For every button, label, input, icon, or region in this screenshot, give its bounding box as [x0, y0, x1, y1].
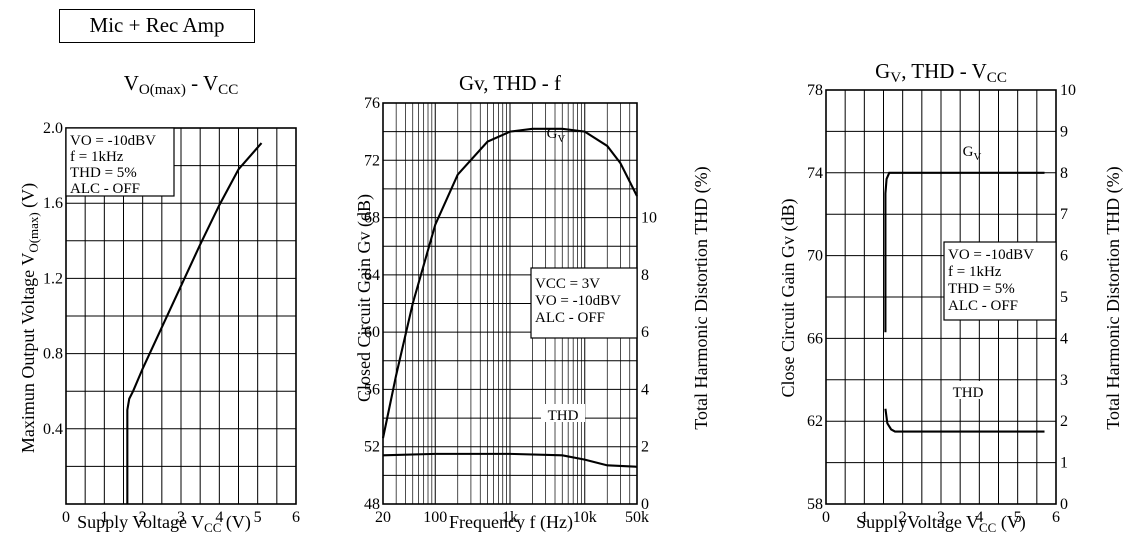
series-label-gv: GV	[963, 144, 982, 163]
y2-tick-label: 2	[641, 439, 649, 456]
y-tick-label: 48	[364, 496, 380, 513]
y-tick-label: 0.8	[43, 346, 63, 363]
x-axis-label: Frequency f (Hz)	[449, 512, 573, 533]
y-axis-label: Closed Circuit Gain Gv (dB)	[354, 194, 375, 402]
y-tick-label: 2.0	[43, 120, 63, 137]
x-tick-label: 3	[937, 509, 945, 526]
x-tick-label: 0	[62, 509, 70, 526]
x-tick-label: 20	[375, 509, 391, 526]
series-line-gv	[884, 171, 1045, 333]
y2-tick-label: 8	[641, 267, 649, 284]
series-label-gv: GV	[547, 126, 566, 145]
x-tick-label: 2	[899, 509, 907, 526]
x-axis-label: SupplyVoltage VCC (V)	[856, 512, 1026, 533]
y2-tick-label: 2	[1060, 413, 1068, 430]
x-tick-label: 10k	[573, 509, 597, 526]
x-tick-label: 1	[100, 509, 108, 526]
x-tick-label: 6	[292, 509, 300, 526]
x-tick-label: 2	[139, 509, 147, 526]
y-tick-label: 62	[807, 413, 823, 430]
y2-tick-label: 4	[1060, 330, 1068, 347]
y-tick-label: 64	[364, 267, 380, 284]
y2-tick-label: 0	[1060, 496, 1068, 513]
series-line-thd	[382, 452, 638, 468]
series-label-thd: THD	[953, 385, 984, 401]
annotation-box	[943, 241, 1057, 321]
series-label-thd: THD	[548, 408, 579, 424]
y2-tick-label: 5	[1060, 289, 1068, 306]
annotation-line: VO = -10dBV	[535, 293, 621, 309]
y-tick-label: 76	[364, 95, 380, 112]
annotation-line: VCC = 3V	[535, 276, 600, 292]
x-tick-label: 1k	[502, 509, 518, 526]
chart-title: GV, THD - VCC	[875, 59, 1007, 86]
y-tick-label: 70	[807, 248, 823, 265]
x-tick-label: 4	[215, 509, 223, 526]
annotation-box	[530, 267, 638, 339]
y2-tick-label: 7	[1060, 206, 1068, 223]
annotation-box	[65, 127, 175, 197]
chart-title: VO(max) - VCC	[124, 71, 239, 98]
y-tick-label: 52	[364, 439, 380, 456]
x-axis-label: Supply Voltage VCC (V)	[77, 512, 251, 533]
series-line-gv	[381, 127, 638, 439]
x-tick-label: 50k	[625, 509, 649, 526]
x-tick-label: 5	[254, 509, 262, 526]
annotation-line: VO = -10dBV	[70, 133, 156, 149]
y-tick-label: 72	[364, 152, 380, 169]
annotation-line: f = 1kHz	[70, 149, 124, 165]
y2-tick-label: 6	[641, 324, 649, 341]
label-mask	[948, 381, 988, 399]
series-line-thd	[884, 408, 1045, 433]
y-tick-label: 1.2	[43, 270, 63, 287]
x-tick-label: 1	[860, 509, 868, 526]
y-axis-label: Close Circuit Gain Gv (dB)	[778, 199, 799, 398]
y2-tick-label: 4	[641, 381, 649, 398]
plot-frame	[65, 127, 297, 505]
y2-tick-label: 6	[1060, 248, 1068, 265]
y2-tick-label: 9	[1060, 123, 1068, 140]
y-tick-label: 1.6	[43, 195, 63, 212]
x-tick-label: 5	[1014, 509, 1022, 526]
x-tick-label: 0	[822, 509, 830, 526]
y2-tick-label: 8	[1060, 165, 1068, 182]
y-tick-label: 78	[807, 82, 823, 99]
y-tick-label: 58	[807, 496, 823, 513]
y2-tick-label: 3	[1060, 372, 1068, 389]
x-tick-label: 6	[1052, 509, 1060, 526]
section-title: Mic + Rec Amp	[59, 9, 255, 43]
y2-tick-label: 10	[1060, 82, 1076, 99]
y2-tick-label: 1	[1060, 455, 1068, 472]
y-tick-label: 68	[364, 210, 380, 227]
y2-axis-label: Total Harmonic Distortion THD (%)	[691, 166, 712, 429]
y-axis-label: Maximun Output Voltage VO(max) (V)	[18, 183, 41, 453]
annotation-line: ALC - OFF	[535, 310, 605, 326]
y-tick-label: 60	[364, 324, 380, 341]
annotation-line: ALC - OFF	[70, 181, 140, 197]
annotation-line: THD = 5%	[948, 281, 1015, 297]
annotation-line: ALC - OFF	[948, 298, 1018, 314]
y2-tick-label: 0	[641, 496, 649, 513]
y-tick-label: 56	[364, 381, 380, 398]
x-tick-label: 3	[177, 509, 185, 526]
y2-tick-label: 10	[641, 210, 657, 227]
x-tick-label: 100	[423, 509, 447, 526]
y-tick-label: 66	[807, 330, 823, 347]
annotation-line: f = 1kHz	[948, 264, 1002, 280]
y2-axis-label: Total Harmonic Distortion THD (%)	[1103, 166, 1124, 429]
annotation-line: VO = -10dBV	[948, 247, 1034, 263]
x-tick-label: 4	[975, 509, 983, 526]
chart-title: Gv, THD - f	[459, 71, 561, 95]
label-mask	[541, 404, 585, 422]
annotation-line: THD = 5%	[70, 165, 137, 181]
series-line	[126, 142, 263, 504]
y-tick-label: 0.4	[43, 421, 63, 438]
y-tick-label: 74	[807, 165, 823, 182]
